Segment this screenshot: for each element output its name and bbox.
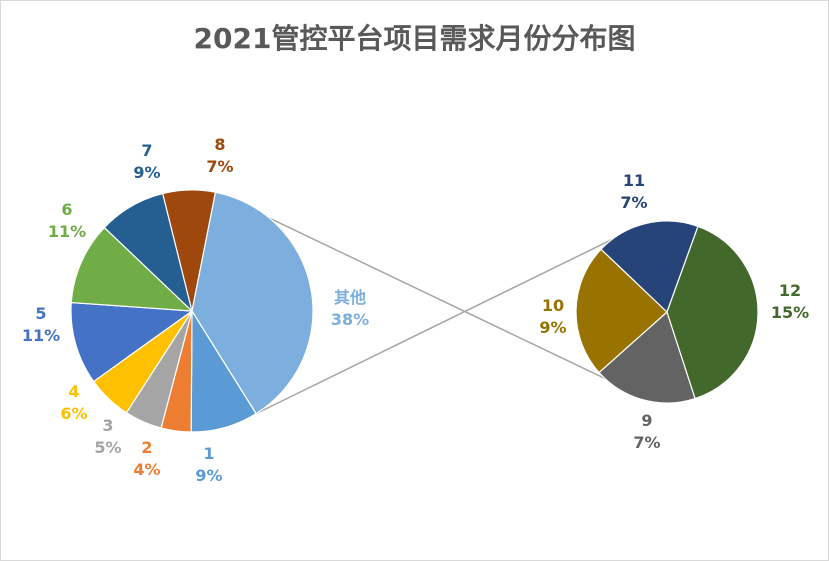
data-label-2: 2 4% — [133, 438, 160, 479]
data-label-other: 其他 38% — [331, 288, 369, 329]
data-label-4: 4 6% — [60, 382, 87, 423]
main-pie — [70, 189, 314, 433]
pie-slice-5 — [70, 301, 194, 383]
pie-slice-other — [191, 191, 314, 415]
connector-line-bottom — [215, 191, 655, 403]
pie-slice-12 — [666, 225, 759, 400]
data-label-5: 5 11% — [22, 304, 60, 345]
data-label-8: 8 7% — [206, 135, 233, 176]
data-label-12: 12 15% — [771, 281, 809, 322]
data-label-9: 9 7% — [633, 411, 660, 452]
connector-lines — [215, 191, 655, 415]
data-label-10: 10 9% — [539, 296, 566, 337]
pie-slice-10 — [575, 248, 668, 374]
data-label-1: 1 9% — [195, 444, 222, 485]
pie-slice-9 — [598, 310, 696, 404]
chart-title: 2021管控平台项目需求月份分布图 — [193, 22, 636, 55]
data-label-7: 7 9% — [133, 141, 160, 182]
connector-line-top — [255, 223, 644, 415]
data-label-3: 3 5% — [94, 416, 121, 457]
secondary-pie — [575, 220, 759, 404]
data-labels: 1 9% 2 4% 3 5% 4 6% 5 11% 6 11% 7 9% 8 7% 其他 38% 9 7% 10 9% 11… — [22, 135, 809, 485]
data-label-11: 11 7% — [620, 171, 647, 212]
pie-slice-11 — [600, 220, 699, 314]
pie-slice-6 — [70, 226, 194, 312]
data-label-6: 6 11% — [48, 200, 86, 241]
